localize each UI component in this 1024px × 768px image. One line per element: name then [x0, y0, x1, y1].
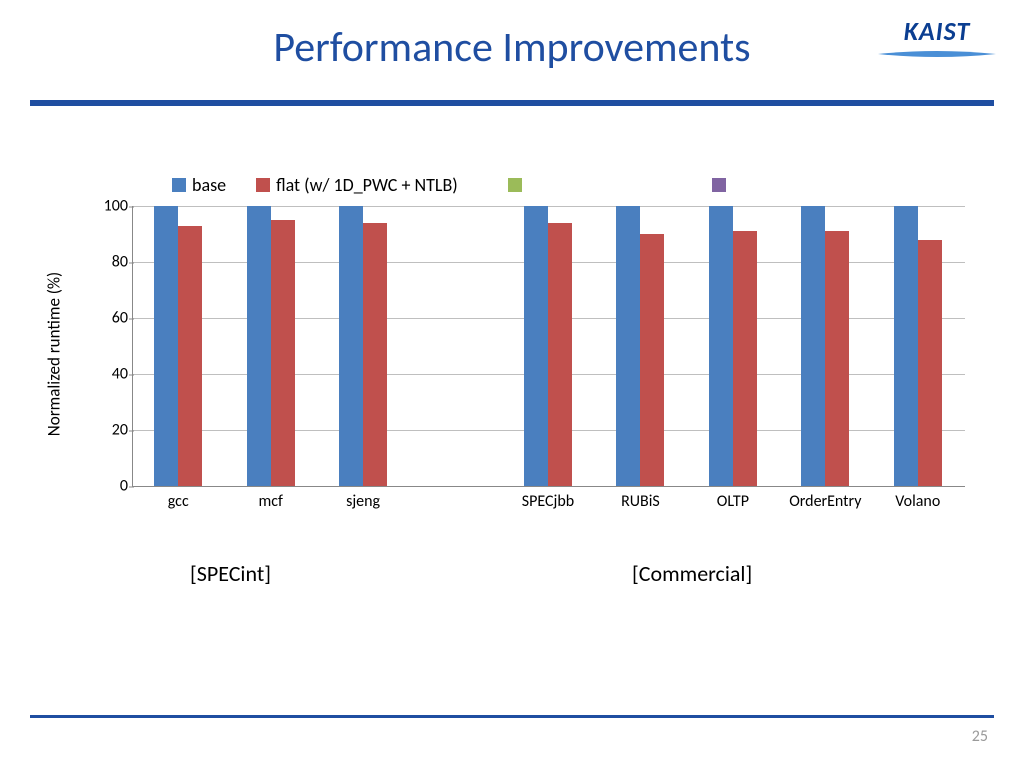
bar-base	[339, 206, 363, 486]
legend-swatch-icon	[172, 178, 186, 192]
y-tick-label: 40	[96, 365, 128, 384]
y-tick-label: 0	[96, 477, 128, 496]
x-category-label: sjeng	[317, 492, 409, 511]
bar-base	[154, 206, 178, 486]
x-category-label: SPECjbb	[502, 492, 594, 511]
group-label-specint: [SPECint]	[190, 560, 271, 587]
slide: Performance Improvements KAIST base flat …	[0, 0, 1024, 768]
x-category-label: mcf	[224, 492, 316, 511]
legend-item: base	[172, 174, 226, 196]
logo-swoosh-icon	[878, 50, 996, 58]
page-number: 25	[972, 727, 988, 746]
x-category-label: RUBiS	[594, 492, 686, 511]
logo-text: KAIST	[878, 18, 996, 44]
legend-label: flat (w/ 1D_PWC + NTLB)	[276, 174, 458, 196]
page-title: Performance Improvements	[0, 22, 1024, 73]
kaist-logo: KAIST	[878, 18, 996, 63]
legend-label: base	[192, 174, 226, 196]
bars-layer	[132, 206, 964, 486]
divider-bottom	[30, 715, 994, 718]
legend-swatch-icon	[256, 178, 270, 192]
bar-flat	[548, 223, 572, 486]
y-tick-label: 20	[96, 421, 128, 440]
bar-base	[801, 206, 825, 486]
bar-base	[894, 206, 918, 486]
bar-flat	[918, 240, 942, 486]
bar-flat	[363, 223, 387, 486]
legend-swatch-icon	[508, 178, 522, 192]
bar-base	[247, 206, 271, 486]
x-category-label: Volano	[872, 492, 964, 511]
bar-group	[779, 206, 871, 486]
bar-flat	[825, 231, 849, 486]
bar-flat	[640, 234, 664, 486]
bar-group	[687, 206, 779, 486]
bar-group	[872, 206, 964, 486]
y-tick-label: 80	[96, 253, 128, 272]
divider-top	[30, 100, 994, 106]
group-label-commercial: [Commercial]	[632, 560, 752, 587]
legend-item	[712, 178, 726, 192]
bar-group	[317, 206, 409, 486]
x-category-label: OLTP	[687, 492, 779, 511]
x-category-label: OrderEntry	[779, 492, 871, 511]
bar-base	[524, 206, 548, 486]
legend-item: flat (w/ 1D_PWC + NTLB)	[256, 174, 458, 196]
bar-group	[224, 206, 316, 486]
y-tick-label: 100	[96, 197, 128, 216]
x-category-label: gcc	[132, 492, 224, 511]
legend: base flat (w/ 1D_PWC + NTLB)	[172, 174, 726, 196]
y-tick-label: 60	[96, 309, 128, 328]
y-axis-label: Normalized runtime (%)	[44, 272, 65, 436]
legend-item	[508, 178, 522, 192]
bar-chart: baseflat (w/ 1D_PWC + NTLB) Normalized r…	[62, 174, 966, 534]
bar-base	[709, 206, 733, 486]
bar-group	[594, 206, 686, 486]
bar-flat	[733, 231, 757, 486]
bar-base	[616, 206, 640, 486]
legend-swatch-icon	[712, 178, 726, 192]
bar-flat	[178, 226, 202, 486]
bar-group	[132, 206, 224, 486]
bar-group	[502, 206, 594, 486]
bar-flat	[271, 220, 295, 486]
